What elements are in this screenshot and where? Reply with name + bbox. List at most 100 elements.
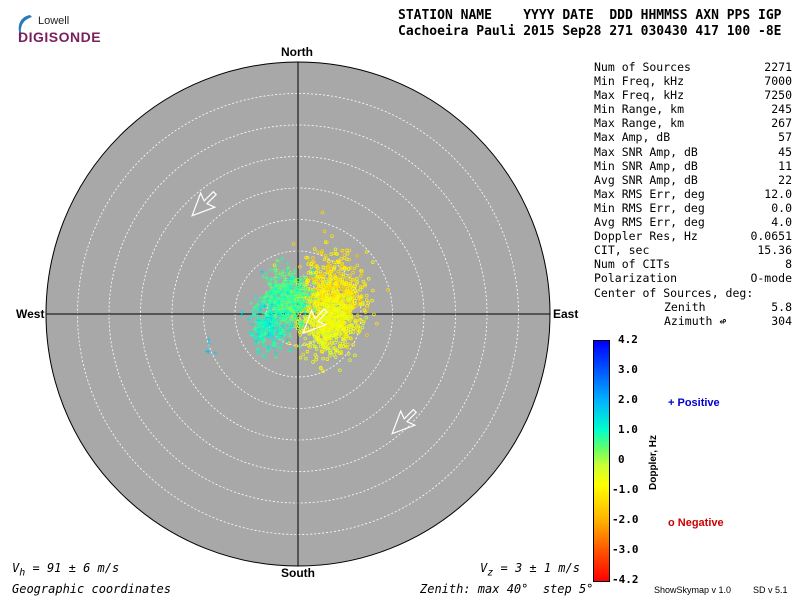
source-point xyxy=(365,307,370,311)
stat-value: 57 xyxy=(778,130,792,145)
source-point: + xyxy=(266,297,272,305)
source-point xyxy=(355,263,360,268)
source-point: + xyxy=(288,292,294,300)
stat-value: 8 xyxy=(785,257,792,272)
source-point: + xyxy=(276,299,282,307)
source-point xyxy=(337,301,342,306)
source-point: + xyxy=(280,306,286,314)
source-point xyxy=(321,340,326,345)
source-point xyxy=(337,324,342,328)
source-point: + xyxy=(275,286,281,294)
source-point xyxy=(348,308,353,313)
source-point: + xyxy=(277,305,283,313)
source-point: + xyxy=(275,332,281,340)
source-point: + xyxy=(277,319,283,327)
source-point: + xyxy=(260,328,266,336)
source-point xyxy=(324,316,328,320)
source-point xyxy=(335,296,339,301)
colorbar-tick: -3.0 xyxy=(612,543,639,556)
source-point xyxy=(386,288,390,292)
source-point: + xyxy=(282,307,288,315)
source-point: + xyxy=(260,338,266,346)
source-point: + xyxy=(288,323,294,331)
source-point xyxy=(343,339,347,343)
source-point: + xyxy=(260,316,266,324)
source-point: + xyxy=(265,323,271,331)
source-point xyxy=(366,301,371,305)
source-point: + xyxy=(285,309,291,317)
source-point xyxy=(344,326,348,331)
source-point: + xyxy=(273,307,279,315)
source-point xyxy=(340,262,344,267)
source-point: + xyxy=(260,298,266,306)
source-point: + xyxy=(277,328,283,336)
source-point: + xyxy=(284,289,290,297)
source-point: + xyxy=(252,304,258,312)
source-point: + xyxy=(264,311,270,319)
source-point: + xyxy=(289,309,295,317)
source-point xyxy=(334,281,338,285)
source-point: + xyxy=(287,285,293,293)
source-point: + xyxy=(267,316,273,324)
source-point: + xyxy=(301,301,307,309)
source-point: + xyxy=(277,329,283,337)
source-point: + xyxy=(285,328,291,336)
source-point: + xyxy=(269,312,275,320)
source-point: + xyxy=(286,309,292,317)
source-point: + xyxy=(275,322,281,330)
source-point: + xyxy=(314,295,320,303)
source-point xyxy=(350,286,355,291)
source-point: + xyxy=(272,310,278,318)
source-point xyxy=(320,280,325,285)
source-point: + xyxy=(268,303,274,311)
logo-text-top: Lowell xyxy=(38,15,70,27)
stat-label: Polarization xyxy=(594,271,678,286)
source-point xyxy=(330,333,334,337)
source-point: + xyxy=(270,340,276,348)
source-point xyxy=(306,309,310,314)
source-point: + xyxy=(255,301,261,309)
source-point: + xyxy=(281,284,287,292)
source-point: + xyxy=(271,299,277,307)
source-point xyxy=(301,352,306,357)
source-point xyxy=(315,279,319,284)
source-point: + xyxy=(261,321,267,329)
source-point: + xyxy=(261,323,267,331)
coordinates-label: Geographic coordinates xyxy=(12,582,171,596)
source-point: + xyxy=(292,288,298,296)
source-point: + xyxy=(278,325,284,333)
source-point: + xyxy=(276,315,282,323)
stat-label: Avg SNR Amp, dB xyxy=(594,172,698,187)
source-point: + xyxy=(288,294,294,302)
source-point: + xyxy=(269,275,275,283)
source-point xyxy=(293,278,297,283)
source-point xyxy=(353,353,357,358)
source-point xyxy=(318,338,323,343)
source-point: + xyxy=(288,281,294,289)
source-point xyxy=(358,274,363,278)
source-point: + xyxy=(275,282,281,290)
source-point: + xyxy=(295,298,301,306)
source-point: + xyxy=(288,292,294,300)
source-point xyxy=(328,273,333,278)
velocity-arrow xyxy=(391,408,418,435)
source-point xyxy=(348,330,353,334)
stat-row: Azimuth ↫ 304 xyxy=(594,314,792,328)
source-point: + xyxy=(291,311,297,319)
source-point: + xyxy=(276,287,282,295)
logo xyxy=(10,10,100,50)
source-point: + xyxy=(284,309,290,317)
stat-value: 2271 xyxy=(764,60,792,74)
source-point: + xyxy=(266,346,272,354)
source-point: + xyxy=(283,295,289,303)
source-point: + xyxy=(268,288,274,296)
source-point: + xyxy=(289,270,295,278)
source-point xyxy=(304,356,308,361)
source-point: + xyxy=(260,325,266,333)
source-point xyxy=(316,283,321,287)
source-point xyxy=(331,298,336,302)
source-point: + xyxy=(265,333,271,341)
source-point xyxy=(356,331,361,335)
stat-label: Max Amp, dB xyxy=(594,130,671,145)
source-point xyxy=(348,303,353,308)
